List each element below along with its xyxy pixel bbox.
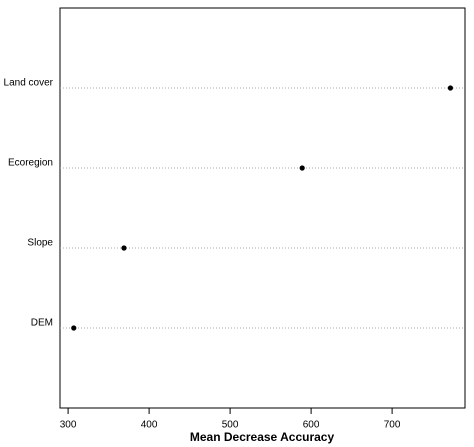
plot-frame <box>59 7 466 409</box>
dot <box>121 245 127 251</box>
dot <box>299 165 305 171</box>
x-tick-label: 700 <box>384 420 401 431</box>
x-tick-label: 400 <box>141 420 158 431</box>
y-category-label: Land cover <box>4 78 54 89</box>
dot <box>71 325 77 331</box>
x-tick-label: 300 <box>60 420 77 431</box>
y-category-label: Ecoregion <box>8 158 53 169</box>
y-category-label: DEM <box>31 318 53 329</box>
y-category-label: Slope <box>27 238 53 249</box>
x-tick-label: 600 <box>303 420 320 431</box>
dot <box>447 85 454 91</box>
x-tick-label: 500 <box>222 420 239 431</box>
x-axis-title: Mean Decrease Accuracy <box>190 430 335 444</box>
